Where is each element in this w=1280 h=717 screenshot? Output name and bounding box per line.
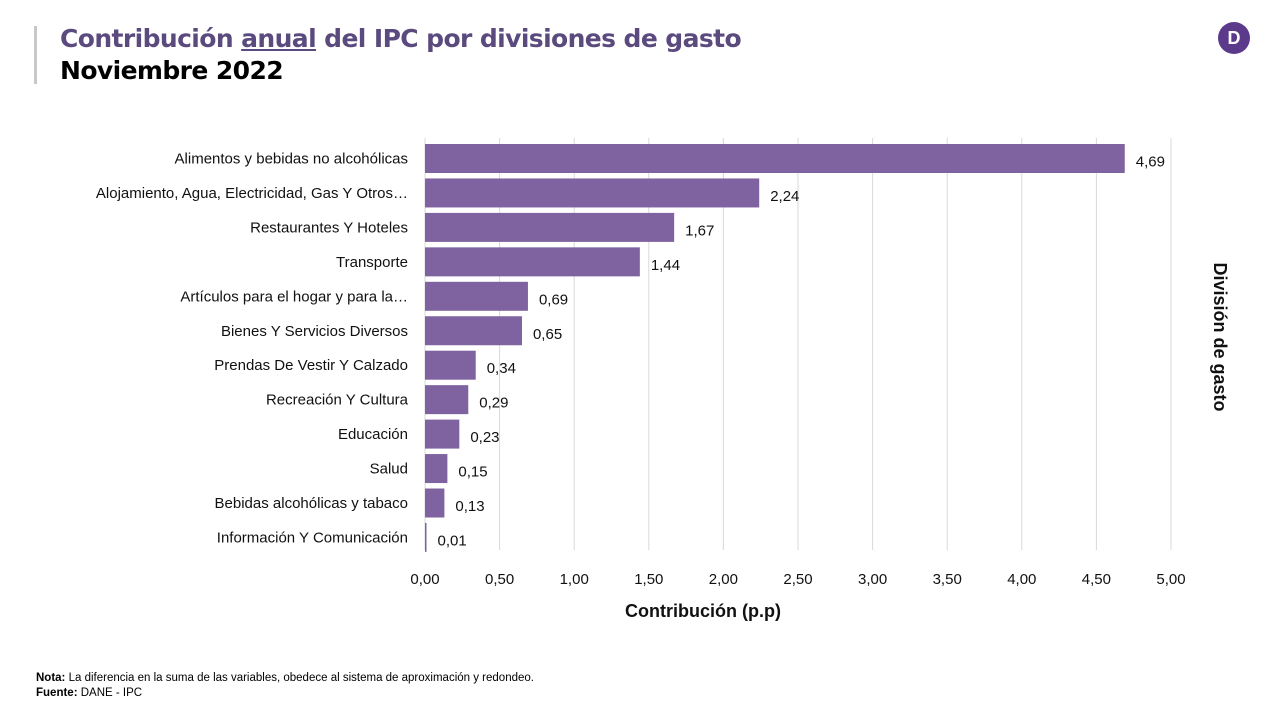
x-tick-label: 4,00 (1007, 571, 1036, 588)
category-label: Restaurantes Y Hoteles (250, 219, 408, 236)
x-tick-label: 1,00 (560, 571, 589, 588)
x-tick-label: 1,50 (634, 571, 663, 588)
category-label: Información Y Comunicación (217, 529, 408, 546)
category-label: Alojamiento, Agua, Electricidad, Gas Y O… (96, 185, 408, 202)
category-label: Bienes Y Servicios Diversos (221, 323, 408, 340)
category-label: Transporte (336, 254, 408, 271)
value-label: 0,29 (479, 395, 508, 412)
dane-logo: D (1218, 22, 1250, 54)
fuente-note: Fuente: DANE - IPC (36, 687, 143, 699)
chart-title: Contribución anual del IPC por divisione… (60, 24, 742, 53)
category-label: Prendas De Vestir Y Calzado (214, 357, 408, 374)
bar (425, 385, 469, 415)
x-tick-label: 4,50 (1082, 571, 1111, 588)
value-label: 1,44 (651, 257, 680, 274)
x-tick-label: 3,00 (858, 571, 887, 588)
bar (425, 454, 448, 484)
bar (425, 212, 675, 242)
category-label: Alimentos y bebidas no alcohólicas (175, 151, 408, 168)
y-axis-title: División de gasto (1210, 262, 1230, 411)
bar (425, 488, 445, 518)
bar (425, 178, 760, 208)
value-label: 0,13 (455, 498, 484, 515)
bar (425, 281, 528, 311)
title-accent-bar (34, 26, 37, 84)
bar (425, 144, 1125, 173)
value-label: 0,34 (487, 360, 516, 377)
bar (425, 316, 522, 346)
value-label: 0,01 (437, 532, 466, 549)
x-tick-label: 2,50 (783, 571, 812, 588)
value-label: 0,23 (470, 429, 499, 446)
value-label: 0,69 (539, 291, 568, 308)
x-tick-label: 0,00 (410, 571, 439, 588)
value-label: 2,24 (770, 188, 799, 205)
x-tick-label: 5,00 (1156, 571, 1185, 588)
x-tick-label: 3,50 (933, 571, 962, 588)
category-label: Salud (370, 461, 408, 478)
value-label: 4,69 (1136, 154, 1165, 171)
bar (425, 522, 427, 552)
bar (425, 247, 640, 277)
value-label: 0,15 (458, 464, 487, 481)
category-label: Educación (338, 426, 408, 443)
x-axis-title: Contribución (p.p) (625, 601, 781, 621)
x-tick-label: 0,50 (485, 571, 514, 588)
x-tick-label: 2,00 (709, 571, 738, 588)
category-label: Recreación Y Cultura (266, 392, 409, 409)
bar (425, 419, 460, 449)
value-label: 0,65 (533, 326, 562, 343)
footnotes: Nota: La diferencia en la suma de las va… (36, 671, 534, 701)
category-label: Artículos para el hogar y para la… (180, 288, 408, 305)
category-label: Bebidas alcohólicas y tabaco (215, 495, 408, 512)
value-label: 1,67 (685, 222, 714, 239)
nota-note: Nota: La diferencia en la suma de las va… (36, 672, 534, 684)
bar (425, 350, 476, 380)
chart-subtitle: Noviembre 2022 (60, 56, 284, 85)
